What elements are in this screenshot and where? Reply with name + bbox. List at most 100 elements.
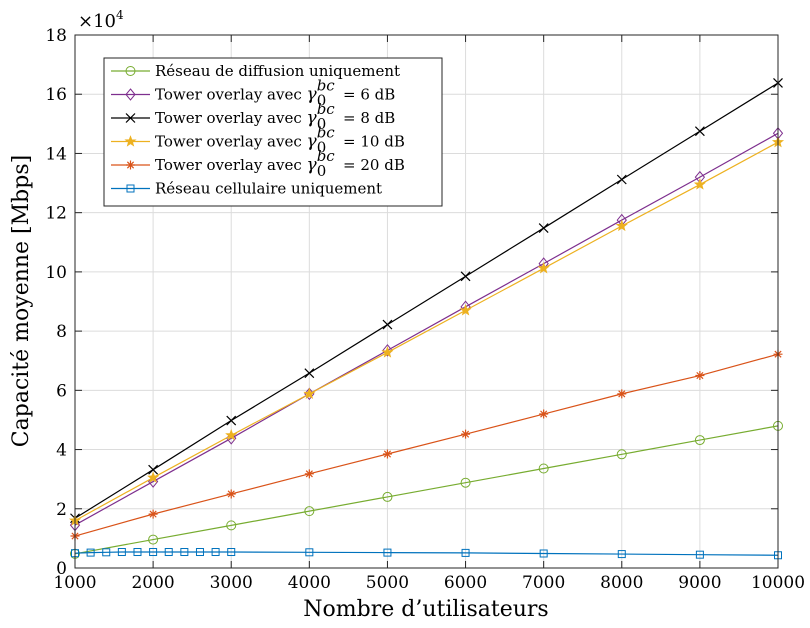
legend-label-suffix: = 10 dB — [338, 133, 405, 151]
data-point — [616, 174, 627, 185]
data-point — [615, 219, 628, 232]
legend-label: Réseau cellulaire uniquement — [155, 180, 382, 198]
series-group — [68, 78, 785, 560]
y-multiplier-base: ×10 — [78, 11, 116, 32]
series-line — [74, 353, 779, 537]
legend-label: Tower overlay avec γbc 0 = 20 dB — [155, 147, 405, 180]
data-point — [538, 223, 549, 233]
x-tick-label: 9000 — [678, 573, 721, 593]
legend-item: Réseau de diffusion uniquement — [111, 62, 400, 80]
legend-subscript: 0 — [317, 162, 327, 180]
plot-frame — [74, 34, 779, 569]
series-line — [74, 425, 779, 555]
legend-label-prefix: Tower overlay avec — [155, 109, 307, 127]
y-tick-label: 16 — [45, 85, 67, 105]
data-point — [383, 548, 392, 557]
data-point — [149, 548, 158, 557]
data-point — [102, 548, 111, 557]
data-point — [539, 409, 549, 419]
data-point — [617, 389, 627, 399]
legend-subscript: 0 — [317, 92, 327, 110]
y-multiplier: ×104 — [78, 8, 124, 32]
data-point — [225, 428, 238, 441]
data-point — [381, 346, 394, 358]
y-tick-label: 0 — [56, 559, 67, 579]
series-line — [74, 551, 779, 556]
x-tick-label: 3000 — [210, 573, 253, 593]
y-tick-label: 6 — [56, 381, 67, 401]
y-tick-label: 12 — [45, 204, 67, 224]
series-line — [74, 82, 779, 519]
y-tick-label: 2 — [56, 500, 67, 520]
data-point — [461, 429, 471, 439]
data-point — [616, 449, 627, 460]
data-point — [227, 548, 236, 557]
legend-subscript: 0 — [317, 139, 327, 157]
legend-gamma: γ — [307, 132, 318, 152]
legend-box — [103, 57, 443, 207]
data-point — [304, 469, 314, 479]
data-point — [695, 371, 705, 381]
data-point — [304, 368, 315, 379]
x-tick-label: 4000 — [288, 573, 331, 593]
series-5 — [71, 548, 782, 560]
y-tick-label: 14 — [45, 144, 67, 164]
data-point — [147, 471, 160, 483]
data-point — [226, 489, 236, 499]
legend-gamma: γ — [307, 155, 318, 175]
legend-label-prefix: Tower overlay avec — [155, 133, 307, 151]
legend-superscript: bc — [317, 100, 336, 118]
legend-item: Tower overlay avec γbc 0 = 6 dB — [111, 77, 395, 110]
legend-gamma: γ — [307, 108, 318, 128]
data-point — [695, 550, 704, 559]
data-point — [382, 344, 393, 357]
data-point — [148, 509, 158, 519]
series-line — [74, 141, 779, 522]
data-point — [460, 477, 471, 488]
data-point — [537, 261, 550, 274]
data-point — [539, 549, 548, 558]
legend-subscript: 0 — [317, 115, 327, 133]
data-point — [694, 126, 705, 137]
data-point — [305, 548, 314, 557]
legend-item: Tower overlay avec γbc 0 = 10 dB — [111, 124, 405, 157]
legend-label-suffix: = 20 dB — [338, 156, 405, 174]
legend-label-prefix: Tower overlay avec — [155, 156, 307, 174]
data-point — [460, 271, 471, 282]
data-point — [148, 464, 159, 475]
data-point — [164, 548, 173, 557]
data-point — [382, 319, 393, 330]
data-point — [382, 491, 393, 502]
legend-superscript: bc — [317, 124, 336, 142]
data-point — [180, 548, 189, 557]
legend-superscript: bc — [317, 147, 336, 165]
legend-item: Réseau cellulaire uniquement — [111, 180, 382, 198]
data-point — [148, 534, 159, 545]
data-point — [538, 463, 549, 474]
data-point — [694, 435, 705, 446]
data-point — [693, 178, 706, 190]
legend-label-suffix: = 8 dB — [338, 109, 395, 127]
data-point — [461, 548, 470, 557]
y-tick-label: 10 — [45, 263, 67, 283]
data-point — [382, 449, 392, 459]
legend-label: Réseau de diffusion uniquement — [155, 62, 400, 80]
series-line — [74, 132, 779, 526]
data-point — [195, 548, 204, 557]
data-point — [304, 506, 315, 517]
legend-marker — [125, 88, 136, 101]
legend-superscript: bc — [317, 77, 336, 95]
data-point — [226, 415, 237, 426]
data-point — [226, 520, 237, 531]
x-tick-label: 6000 — [444, 573, 487, 593]
legend-label: Tower overlay avec γbc 0 = 8 dB — [155, 100, 395, 133]
data-point — [133, 548, 142, 557]
legend-marker — [126, 160, 135, 170]
legend-marker — [125, 66, 136, 76]
x-tick-label: 5000 — [366, 573, 409, 593]
x-tick-label: 1000 — [53, 573, 96, 593]
legend-marker — [126, 184, 135, 193]
